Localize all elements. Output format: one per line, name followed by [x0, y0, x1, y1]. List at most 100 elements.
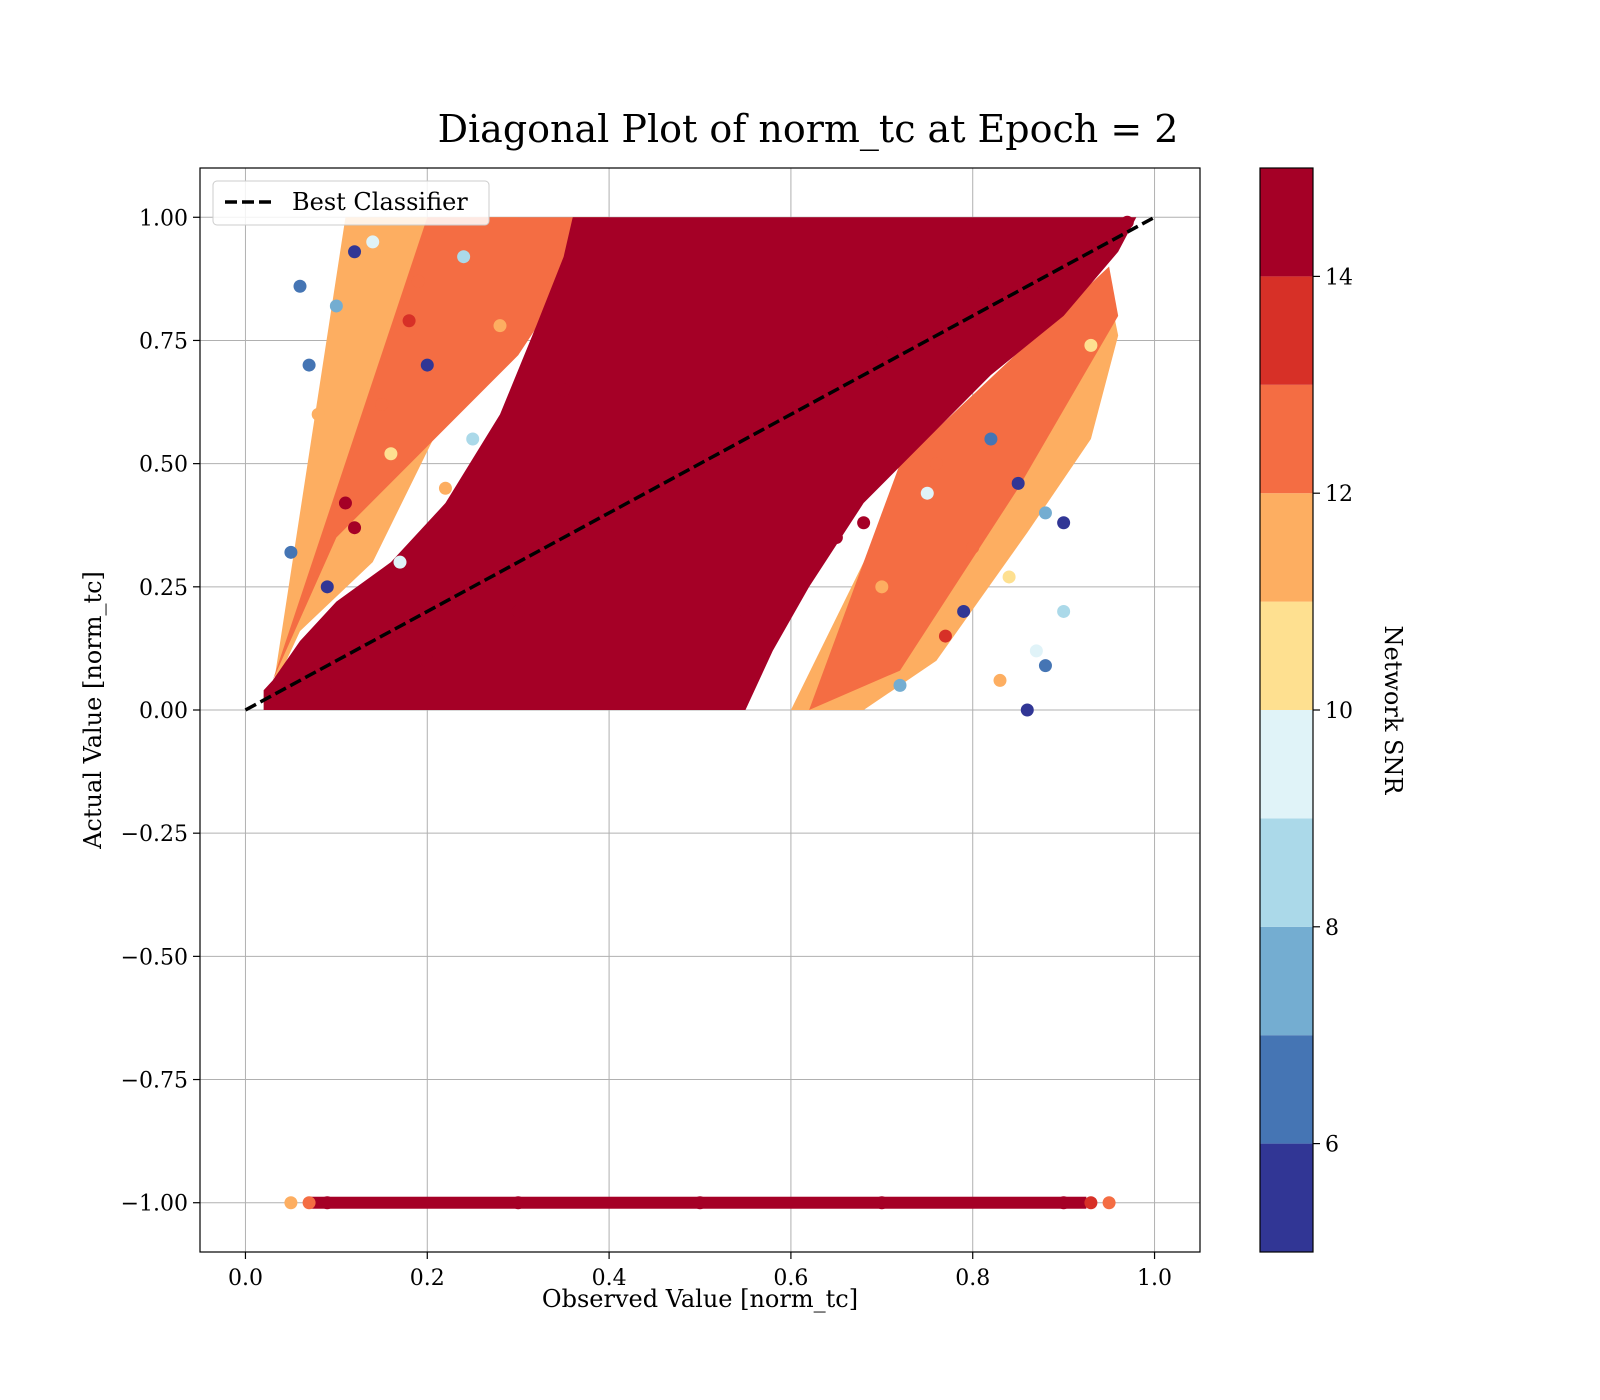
data-point	[511, 1196, 525, 1210]
legend-label: Best Classifier	[292, 188, 468, 216]
lower-right-edge	[809, 266, 1119, 710]
data-point	[348, 521, 362, 535]
y-tick-label: 0.50	[139, 453, 188, 478]
plot-area: 0.0 0.2 0.4 0.6 0.8 1.0 1.00 0.75 0.50 0.25 0.00 −…	[121, 167, 1201, 1291]
data-point	[893, 678, 907, 692]
legend-box	[212, 180, 490, 226]
data-point	[875, 1196, 889, 1210]
y-tick-label: −0.75	[121, 1069, 188, 1094]
data-point	[320, 1196, 334, 1210]
data-point	[1057, 1196, 1071, 1210]
colorbar-ticks: 6 8 10 12 14	[1313, 265, 1353, 1158]
data-point	[920, 486, 934, 500]
colorbar-band	[1260, 384, 1313, 494]
data-point	[693, 1196, 707, 1210]
data-points	[266, 215, 1134, 1210]
data-point	[284, 545, 298, 559]
colorbar: 6 8 10 12 14 Network SNR	[1259, 167, 1407, 1253]
data-point	[393, 555, 407, 569]
data-point	[1084, 338, 1098, 352]
data-point	[366, 235, 380, 249]
chart-title: Diagonal Plot of norm_tc at Epoch = 2	[438, 107, 1179, 152]
data-point	[420, 358, 434, 372]
data-point	[420, 654, 434, 668]
legend: Best Classifier	[212, 180, 490, 226]
data-point	[738, 604, 752, 618]
data-point	[966, 540, 980, 554]
colorbar-bands	[1260, 168, 1313, 1252]
data-point	[648, 309, 662, 323]
upper-left-edge	[272, 217, 610, 681]
data-point	[966, 284, 980, 298]
colorbar-tick-label: 12	[1325, 482, 1353, 507]
data-point	[993, 673, 1007, 687]
data-point	[284, 1196, 298, 1210]
data-point	[938, 629, 952, 643]
data-point	[857, 516, 871, 530]
data-point	[384, 447, 398, 461]
y-tick-label: 0.00	[139, 699, 188, 724]
data-point	[302, 358, 316, 372]
colorbar-tick-label: 8	[1325, 916, 1339, 941]
data-point	[875, 333, 889, 347]
colorbar-tick-label: 6	[1325, 1133, 1339, 1158]
x-tick-label: 0.6	[773, 1266, 808, 1291]
y-tick-label: −1.00	[121, 1192, 188, 1217]
data-point	[1084, 1196, 1098, 1210]
x-tick-label: 0.0	[228, 1266, 263, 1291]
colorbar-band	[1260, 818, 1313, 927]
best-classifier-dashed-line	[244, 215, 1156, 712]
data-point	[402, 314, 416, 328]
y-tick-label: 0.25	[139, 576, 188, 601]
x-tick-label: 1.0	[1137, 1266, 1172, 1291]
data-point	[1120, 215, 1134, 229]
data-point	[338, 496, 352, 510]
data-point	[1020, 703, 1034, 717]
data-point	[875, 580, 889, 594]
data-point	[375, 398, 389, 412]
data-point	[1066, 437, 1080, 451]
y-tick-label: 1.00	[139, 206, 188, 231]
colorbar-band	[1260, 710, 1313, 819]
x-axis-label: Observed Value [norm_tc]	[542, 1285, 858, 1313]
colorbar-band	[1260, 1035, 1313, 1144]
data-point	[466, 432, 480, 446]
x-tick-label: 0.4	[592, 1266, 627, 1291]
y-tick-label: −0.50	[121, 945, 188, 970]
best-classifier-line	[244, 215, 1156, 712]
data-point	[557, 383, 571, 397]
data-point	[293, 279, 307, 293]
data-point	[984, 432, 998, 446]
x-tick-label: 0.2	[410, 1266, 445, 1291]
data-point	[1038, 659, 1052, 673]
data-point	[302, 1196, 316, 1210]
colorbar-tick-label: 14	[1325, 265, 1353, 290]
colorbar-band	[1260, 168, 1313, 277]
data-point	[1057, 604, 1071, 618]
data-point	[411, 274, 425, 288]
data-point	[329, 678, 343, 692]
y-axis: 1.00 0.75 0.50 0.25 0.00 −0.25 −0.50 −0.75 −1.00	[121, 206, 200, 1217]
y-axis-label: Actual Value [norm_tc]	[79, 571, 107, 850]
data-point	[957, 604, 971, 618]
x-tick-label: 0.8	[955, 1266, 990, 1291]
data-point	[1029, 644, 1043, 658]
y-tick-label: −0.25	[121, 822, 188, 847]
x-axis: 0.0 0.2 0.4 0.6 0.8 1.0	[228, 1252, 1172, 1291]
colorbar-band	[1260, 1143, 1313, 1252]
colorbar-band	[1260, 926, 1313, 1036]
data-point	[1057, 235, 1071, 249]
colorbar-tick-label: 10	[1325, 699, 1353, 724]
y-tick-label: 0.75	[139, 329, 188, 354]
data-point	[493, 319, 507, 333]
colorbar-band	[1260, 601, 1313, 710]
data-point	[1038, 506, 1052, 520]
colorbar-label: Network SNR	[1379, 626, 1407, 796]
data-point	[311, 407, 325, 421]
data-point	[929, 457, 943, 471]
colorbar-band	[1260, 276, 1313, 385]
data-point	[829, 531, 843, 545]
data-point	[438, 481, 452, 495]
data-point	[348, 245, 362, 259]
